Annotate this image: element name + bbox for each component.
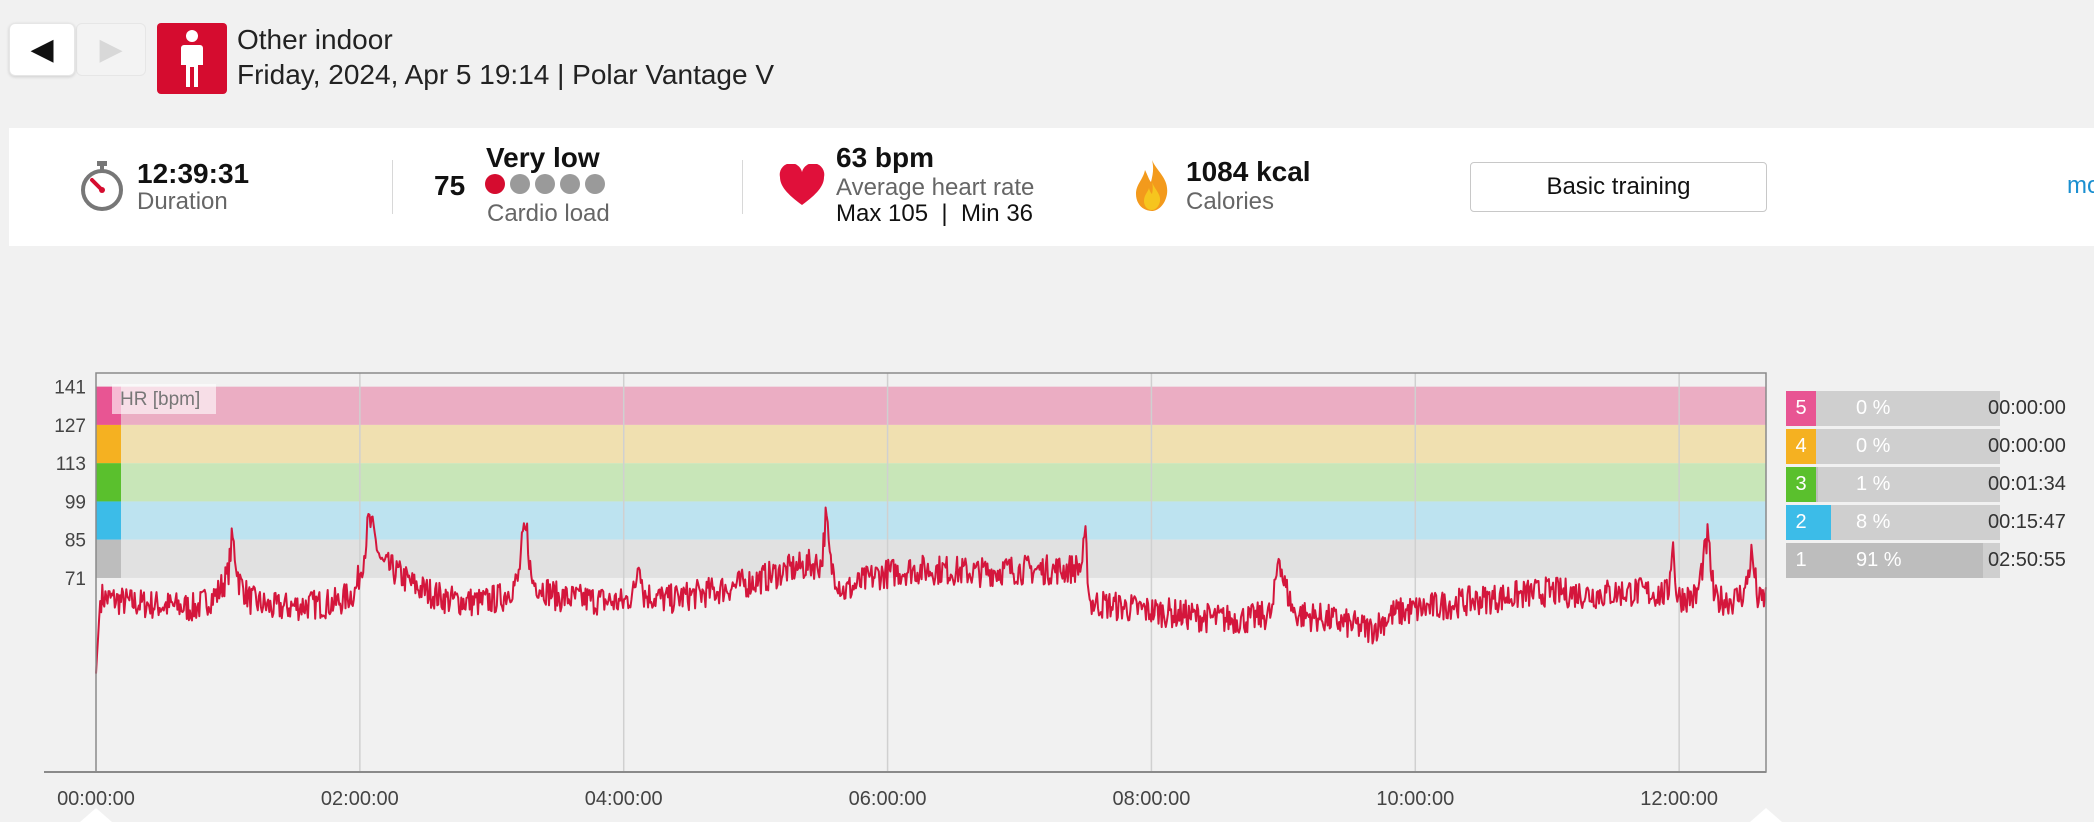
x-tick-label: 10:00:00	[1376, 788, 1454, 810]
person-standing-icon	[157, 23, 227, 94]
zone-number-badge: 3	[1786, 467, 1816, 502]
stopwatch-icon	[79, 160, 125, 217]
y-tick-label: 141	[54, 378, 86, 399]
zone-bar-track: 1 %	[1816, 467, 2000, 502]
session-summary-bar: 12:39:31 Duration 75 Very low Cardio loa…	[9, 128, 2094, 246]
zone-1-marker	[96, 539, 121, 578]
sport-name: Other indoor	[237, 24, 393, 55]
cardio-dot	[585, 174, 605, 194]
y-tick-label: 113	[56, 454, 86, 475]
zone-time: 00:00:00	[1988, 435, 2066, 457]
zone-time: 00:01:34	[1988, 473, 2066, 495]
previous-session-button[interactable]: ◀	[9, 23, 75, 76]
timeline-start-handle[interactable]	[80, 808, 112, 822]
arrow-left-icon: ◀	[30, 33, 54, 66]
cardio-load-value: 75	[434, 170, 466, 201]
duration-label: Duration	[137, 188, 228, 215]
zone-bar-fill	[1816, 467, 1818, 502]
zone-3-band	[96, 463, 1766, 502]
zone-number-badge: 1	[1786, 543, 1816, 578]
zone-5-band	[96, 386, 1766, 425]
zone-percent: 91 %	[1856, 549, 1902, 571]
zone-bar-track: 8 %	[1816, 505, 2000, 540]
zone-row: 5 0 %	[1786, 391, 2000, 426]
avg-hr-label: Average heart rate	[836, 174, 1035, 201]
cardio-dot	[560, 174, 580, 194]
hr-min: Min 36	[960, 200, 1034, 227]
timeline-end-handle[interactable]	[1750, 808, 1782, 822]
zone-time: 00:15:47	[1988, 511, 2066, 533]
zone-row: 4 0 %	[1786, 429, 2000, 464]
cardio-dot	[510, 174, 530, 194]
x-tick-label: 12:00:00	[1640, 788, 1718, 810]
zone-percent: 1 %	[1856, 473, 1891, 495]
divider	[742, 160, 743, 214]
hr-separator: |	[941, 200, 948, 227]
y-tick-label: 71	[65, 569, 86, 590]
y-tick-label: 127	[54, 416, 86, 437]
zone-bar-fill	[1816, 543, 1984, 578]
hr-max: Max 105	[836, 200, 929, 227]
x-tick-label: 04:00:00	[585, 788, 663, 810]
flame-icon	[1133, 158, 1171, 217]
training-benefit-button[interactable]: Basic training	[1470, 162, 1767, 212]
avg-hr-value: 63 bpm	[836, 142, 935, 173]
x-tick-label: 00:00:00	[57, 788, 135, 810]
zone-row: 3 1 %	[1786, 467, 2000, 502]
zone-bar-track: 0 %	[1816, 391, 2000, 426]
zone-bar-track: 91 %	[1816, 543, 2000, 578]
zone-bar-fill	[1816, 505, 1831, 540]
cardio-load-dots	[485, 174, 615, 196]
zone-3-marker	[96, 463, 121, 502]
hr-max-min: Max 105 | Min 36	[836, 200, 1033, 228]
zone-bar-track: 0 %	[1816, 429, 2000, 464]
zone-row: 1 91 %	[1786, 543, 2000, 578]
zone-percent: 0 %	[1856, 397, 1891, 419]
series-label-bg	[112, 384, 216, 414]
duration-value: 12:39:31	[137, 158, 250, 189]
zone-4-band	[96, 424, 1766, 464]
zone-2-band	[96, 501, 1766, 540]
cardio-load-level: Very low	[486, 142, 600, 173]
hr-series-line	[95, 506, 1767, 674]
session-date-device: Friday, 2024, Apr 5 19:14 | Polar Vantag…	[237, 59, 775, 90]
zone-row: 2 8 %	[1786, 505, 2000, 540]
cardio-dot	[485, 174, 505, 194]
zone-2-marker	[96, 501, 121, 540]
arrow-right-icon: ▶	[99, 33, 123, 66]
y-tick-label: 99	[65, 492, 86, 513]
x-tick-label: 02:00:00	[321, 788, 399, 810]
x-tick-label: 08:00:00	[1113, 788, 1191, 810]
zone-time: 02:50:55	[1988, 549, 2066, 571]
cardio-load-label: Cardio load	[487, 200, 610, 227]
zone-number-badge: 2	[1786, 505, 1816, 540]
zone-time: 00:00:00	[1988, 397, 2066, 419]
zone-percent: 8 %	[1856, 511, 1891, 533]
more-link[interactable]: mo	[2067, 172, 2094, 199]
zone-number-badge: 5	[1786, 391, 1816, 426]
next-session-button[interactable]: ▶	[76, 23, 146, 76]
cardio-dot	[535, 174, 555, 194]
calories-value: 1084 kcal	[1186, 156, 1311, 187]
zone-4-marker	[96, 424, 121, 464]
y-tick-label: 85	[65, 531, 86, 552]
divider	[392, 160, 393, 214]
calories-label: Calories	[1186, 188, 1275, 215]
x-tick-label: 06:00:00	[849, 788, 927, 810]
zone-number-badge: 4	[1786, 429, 1816, 464]
zone-percent: 0 %	[1856, 435, 1891, 457]
heart-icon	[779, 163, 825, 211]
series-label: HR [bpm]	[120, 389, 200, 410]
